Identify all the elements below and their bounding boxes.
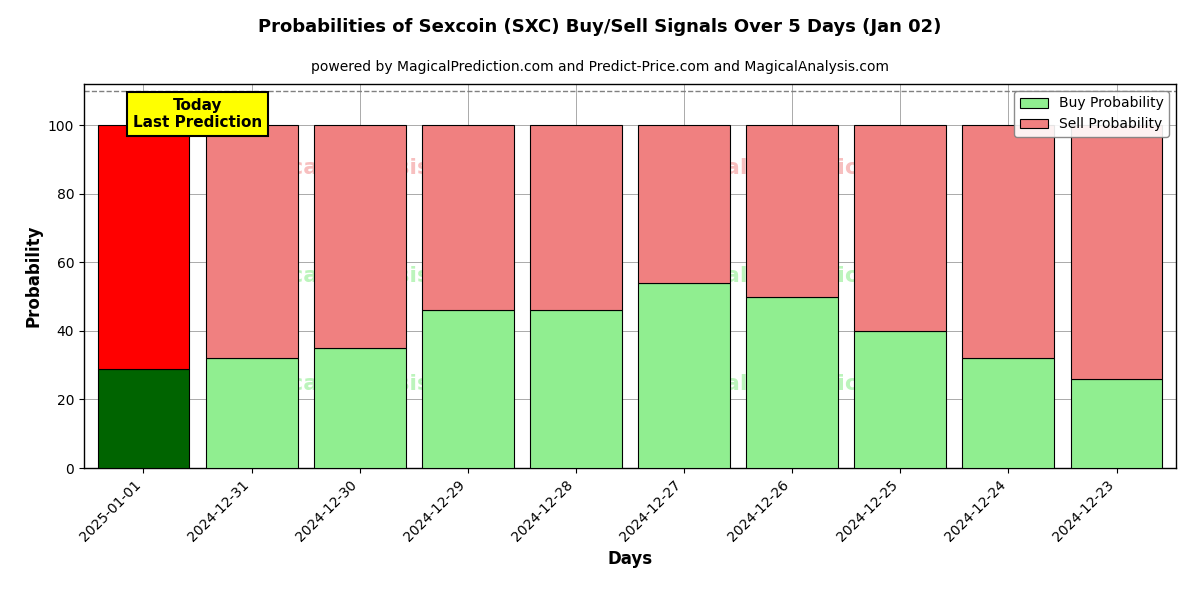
Bar bbox=[313, 348, 406, 468]
Bar bbox=[530, 310, 622, 468]
Bar bbox=[205, 358, 298, 468]
Bar bbox=[97, 125, 190, 368]
Text: MagicalPrediction.com: MagicalPrediction.com bbox=[652, 158, 936, 178]
Bar bbox=[854, 125, 947, 331]
Bar bbox=[638, 283, 730, 468]
Bar bbox=[962, 358, 1055, 468]
Bar bbox=[530, 125, 622, 310]
Text: Today
Last Prediction: Today Last Prediction bbox=[133, 98, 262, 130]
Legend: Buy Probability, Sell Probability: Buy Probability, Sell Probability bbox=[1014, 91, 1169, 137]
X-axis label: Days: Days bbox=[607, 550, 653, 568]
Text: MagicalPrediction.com: MagicalPrediction.com bbox=[652, 266, 936, 286]
Bar bbox=[1070, 125, 1163, 379]
Text: calAnalysis.com: calAnalysis.com bbox=[289, 266, 490, 286]
Bar bbox=[422, 125, 514, 310]
Bar bbox=[854, 331, 947, 468]
Bar bbox=[97, 368, 190, 468]
Bar bbox=[422, 310, 514, 468]
Bar bbox=[746, 125, 838, 296]
Text: MagicalPrediction.com: MagicalPrediction.com bbox=[652, 374, 936, 394]
Bar bbox=[962, 125, 1055, 358]
Bar bbox=[313, 125, 406, 348]
Text: Probabilities of Sexcoin (SXC) Buy/Sell Signals Over 5 Days (Jan 02): Probabilities of Sexcoin (SXC) Buy/Sell … bbox=[258, 18, 942, 36]
Text: calAnalysis.com: calAnalysis.com bbox=[289, 158, 490, 178]
Bar bbox=[1070, 379, 1163, 468]
Bar bbox=[205, 125, 298, 358]
Text: calAnalysis.com: calAnalysis.com bbox=[289, 374, 490, 394]
Y-axis label: Probability: Probability bbox=[24, 225, 42, 327]
Text: powered by MagicalPrediction.com and Predict-Price.com and MagicalAnalysis.com: powered by MagicalPrediction.com and Pre… bbox=[311, 60, 889, 74]
Bar bbox=[638, 125, 730, 283]
Bar bbox=[746, 296, 838, 468]
